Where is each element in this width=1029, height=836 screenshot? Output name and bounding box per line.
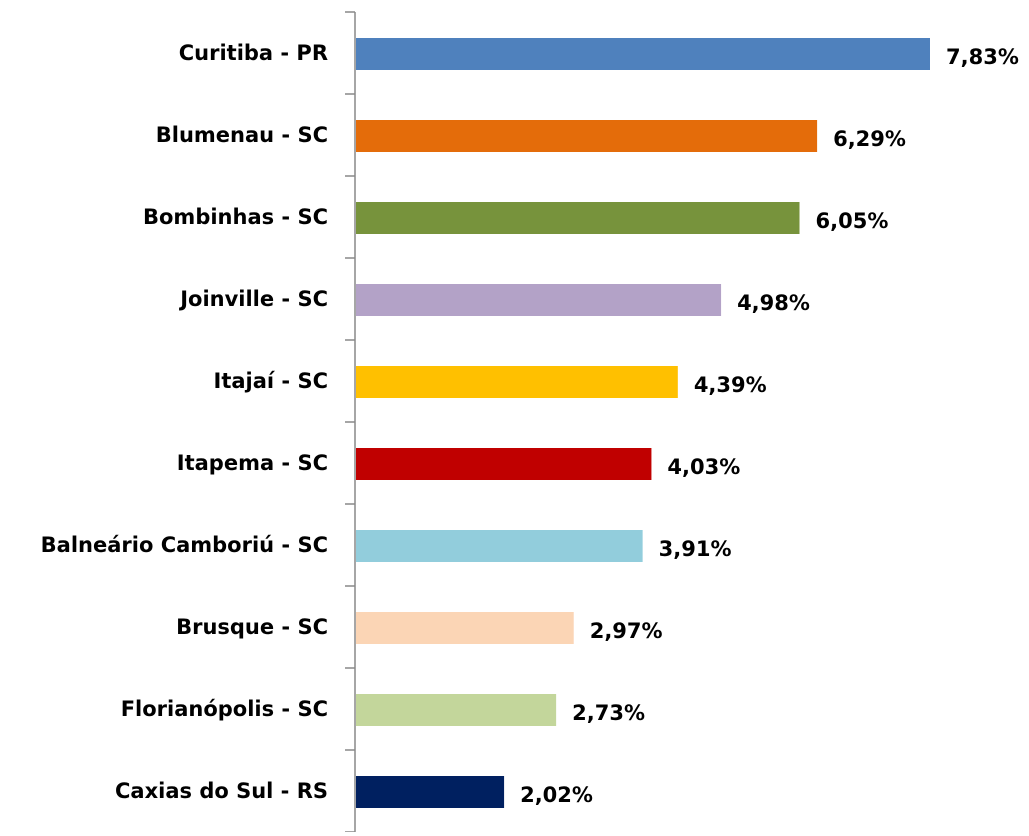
bar <box>356 776 505 808</box>
bar <box>356 366 678 398</box>
value-label: 6,05% <box>816 209 889 233</box>
bar <box>356 530 643 562</box>
bar <box>356 694 557 726</box>
category-label: Balneário Camboriú - SC <box>41 533 328 557</box>
category-label: Caxias do Sul - RS <box>115 779 328 803</box>
bar <box>356 284 722 316</box>
value-label: 4,98% <box>737 291 810 315</box>
category-label: Curitiba - PR <box>179 41 328 65</box>
bar <box>356 38 930 70</box>
value-label: 7,83% <box>946 45 1019 69</box>
value-label: 2,73% <box>572 701 645 725</box>
category-label: Itajaí - SC <box>214 369 328 393</box>
category-label: Brusque - SC <box>176 615 328 639</box>
bar <box>356 120 818 152</box>
value-label: 3,91% <box>659 537 732 561</box>
category-label: Joinville - SC <box>178 287 328 311</box>
value-label: 2,97% <box>590 619 663 643</box>
category-label: Florianópolis - SC <box>121 697 328 721</box>
bar <box>356 202 800 234</box>
value-label: 4,39% <box>694 373 767 397</box>
category-label: Itapema - SC <box>177 451 328 475</box>
bar <box>356 612 574 644</box>
bar <box>356 448 652 480</box>
value-label: 2,02% <box>520 783 593 807</box>
category-label: Blumenau - SC <box>156 123 328 147</box>
value-label: 6,29% <box>833 127 906 151</box>
value-label: 4,03% <box>667 455 740 479</box>
category-label: Bombinhas - SC <box>143 205 328 229</box>
